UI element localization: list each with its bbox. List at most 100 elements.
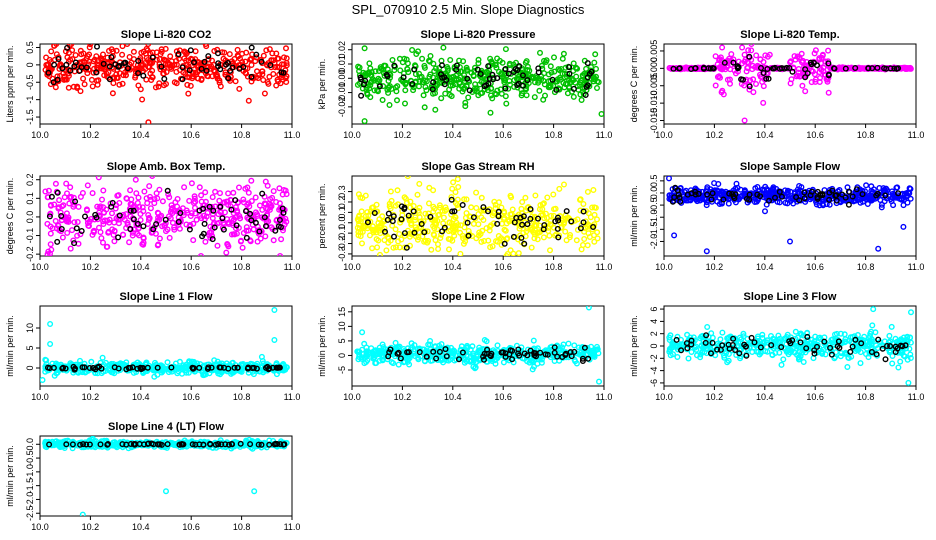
data-point [359, 228, 366, 235]
data-point [187, 82, 194, 89]
outlier-point [739, 44, 746, 51]
data-point [392, 339, 399, 346]
data-point [475, 355, 482, 362]
data-point [212, 188, 219, 195]
reference-point [524, 221, 531, 228]
data-point [762, 208, 769, 215]
data-point [529, 226, 536, 233]
data-point [581, 228, 588, 235]
data-point [449, 185, 456, 192]
points-group [354, 176, 601, 256]
data-point [741, 82, 748, 89]
reference-point [700, 64, 707, 71]
data-point [446, 86, 453, 93]
reference-point [486, 75, 493, 82]
data-point [510, 250, 517, 256]
data-point [167, 215, 174, 222]
data-point [192, 210, 199, 217]
data-point [402, 100, 409, 107]
reference-point [797, 339, 804, 346]
data-point [811, 50, 818, 57]
data-point [234, 46, 241, 53]
data-point [697, 335, 704, 342]
data-point [54, 369, 61, 376]
data-point [762, 348, 769, 355]
data-point [425, 341, 432, 348]
reference-point [875, 336, 882, 343]
data-point [565, 340, 572, 347]
data-point [455, 205, 462, 212]
data-point [478, 238, 485, 245]
data-point [184, 81, 191, 88]
data-point [906, 345, 913, 352]
data-point [100, 187, 107, 194]
data-point [792, 328, 799, 335]
data-point [462, 214, 469, 221]
reference-point [720, 196, 727, 203]
data-point [907, 65, 914, 72]
panel-title: Slope Li-820 Temp. [740, 29, 839, 41]
x-tick-label: 11.0 [284, 262, 301, 272]
data-point [869, 322, 876, 329]
data-point [590, 186, 597, 193]
reference-point [405, 349, 412, 356]
data-point [560, 50, 567, 57]
data-point [127, 187, 134, 194]
data-point [787, 59, 794, 66]
reference-point [416, 349, 423, 356]
data-point [372, 347, 379, 354]
data-point [502, 77, 509, 84]
data-point [142, 59, 149, 66]
data-point [788, 76, 795, 83]
data-point [589, 204, 596, 211]
data-point [577, 196, 584, 203]
data-point [572, 358, 579, 365]
reference-point [849, 343, 856, 350]
data-point [96, 204, 103, 211]
reference-point [577, 225, 584, 232]
data-point [99, 354, 106, 361]
data-point [559, 55, 566, 62]
data-point [796, 182, 803, 189]
data-point [479, 89, 486, 96]
data-point [435, 212, 442, 219]
reference-point [175, 218, 182, 225]
reference-point [835, 338, 842, 345]
x-tick-label: 10.2 [706, 130, 724, 140]
reference-point [220, 226, 227, 233]
data-point [417, 74, 424, 81]
data-point [532, 222, 539, 229]
data-point [42, 356, 49, 363]
reference-point [201, 220, 208, 227]
outlier-point [145, 119, 152, 124]
reference-point [580, 208, 587, 215]
reference-point [688, 65, 695, 72]
data-point [380, 83, 387, 90]
reference-point [276, 216, 283, 223]
reference-point [127, 207, 134, 214]
reference-point [678, 347, 685, 354]
data-point [389, 222, 396, 229]
data-point [99, 51, 106, 58]
data-point [473, 204, 480, 211]
data-point [498, 90, 505, 97]
x-tick-label: 10.4 [756, 392, 774, 402]
data-point [139, 204, 146, 211]
data-point [84, 53, 91, 60]
reference-point [670, 65, 677, 72]
y-tick-label: 0.1 [337, 206, 347, 219]
reference-point [391, 62, 398, 69]
data-point [757, 73, 764, 80]
reference-point [520, 72, 527, 79]
data-point [91, 56, 98, 63]
data-point [725, 351, 732, 358]
data-point [907, 355, 914, 362]
reference-point [520, 213, 527, 220]
reference-point [882, 356, 889, 363]
plot-frame [351, 43, 605, 125]
reference-point [108, 203, 115, 210]
data-point [89, 190, 96, 197]
data-point [780, 356, 787, 363]
data-point [504, 251, 511, 256]
